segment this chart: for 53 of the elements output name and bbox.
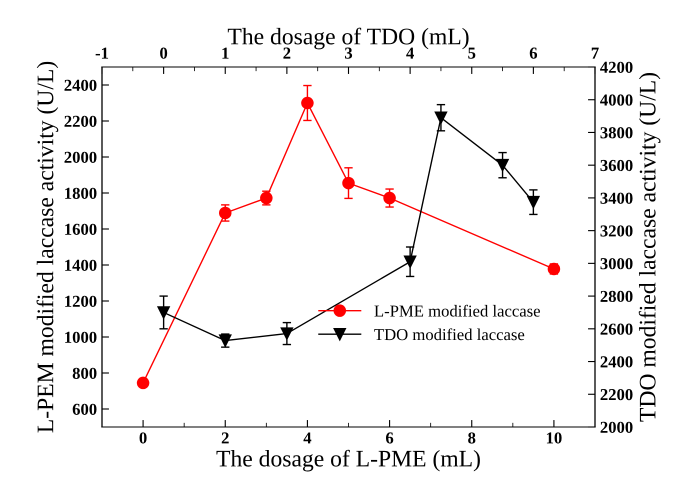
y2-tick-label: 3800	[600, 127, 633, 138]
point	[404, 255, 416, 268]
x2-tick-label: 4	[406, 48, 414, 59]
x2-tick-label: 5	[468, 48, 476, 59]
y2-tick-label: 2400	[600, 356, 633, 368]
point	[383, 192, 396, 204]
y-tick-label: 1400	[65, 260, 97, 271]
y2-axis-title: TDO modified laccase activity (U/L)	[638, 72, 660, 422]
legend-label: TDO modified laccase	[374, 328, 524, 340]
x-tick-label: 4	[303, 432, 312, 444]
y2-tick-label: 4200	[600, 62, 633, 73]
x-tick-label: 6	[386, 432, 394, 444]
legend-label: L-PME modified laccase	[374, 304, 540, 317]
y2-tick-label: 3000	[600, 258, 633, 270]
y-tick-label: 1600	[65, 224, 97, 235]
y-tick-label: 800	[72, 368, 97, 379]
y-tick-label: 1200	[65, 296, 97, 307]
x-axis-title: The dosage of L-PME (mL)	[216, 450, 480, 472]
point	[434, 111, 448, 124]
y-tick-label: 600	[72, 404, 97, 415]
point	[496, 158, 509, 172]
point	[527, 196, 540, 208]
x2-tick-label: 1	[222, 48, 229, 59]
x-tick-label: 0	[140, 432, 147, 444]
point	[157, 306, 170, 319]
x2-tick-label: 0	[160, 48, 168, 59]
y-axis-title: L-PEM modified laccase activity (U/L)	[36, 62, 58, 433]
point	[301, 96, 314, 110]
y2-tick-label: 2800	[600, 290, 633, 302]
y-tick-label: 2400	[64, 80, 97, 91]
y2-tick-label: 3400	[600, 192, 633, 204]
point	[136, 376, 150, 390]
point	[219, 206, 232, 220]
x2-tick-label: 6	[530, 48, 538, 59]
y2-tick-label: 4000	[600, 94, 633, 106]
y2-tick-label: 3200	[600, 225, 633, 237]
x-tick-label: 2	[222, 432, 229, 444]
y-tick-label: 2200	[64, 116, 97, 127]
x2-tick-label: 2	[283, 48, 290, 59]
y2-tick-label: 2200	[600, 388, 633, 400]
y-tick-label: 1800	[65, 188, 97, 199]
x2-tick-label: 7	[592, 48, 599, 59]
y-tick-label: 2000	[64, 152, 97, 163]
y-tick-label: 1000	[65, 332, 97, 343]
point	[342, 176, 355, 190]
y2-tick-label: 3600	[600, 160, 633, 172]
y2-tick-label: 2000	[600, 422, 633, 433]
x-tick-label: 10	[546, 432, 562, 444]
x-tick-label: 8	[468, 432, 476, 444]
x2-tick-label: -1	[96, 48, 108, 59]
x2-tick-label: 3	[344, 48, 352, 59]
y2-tick-label: 2600	[600, 324, 633, 335]
point	[280, 327, 294, 340]
